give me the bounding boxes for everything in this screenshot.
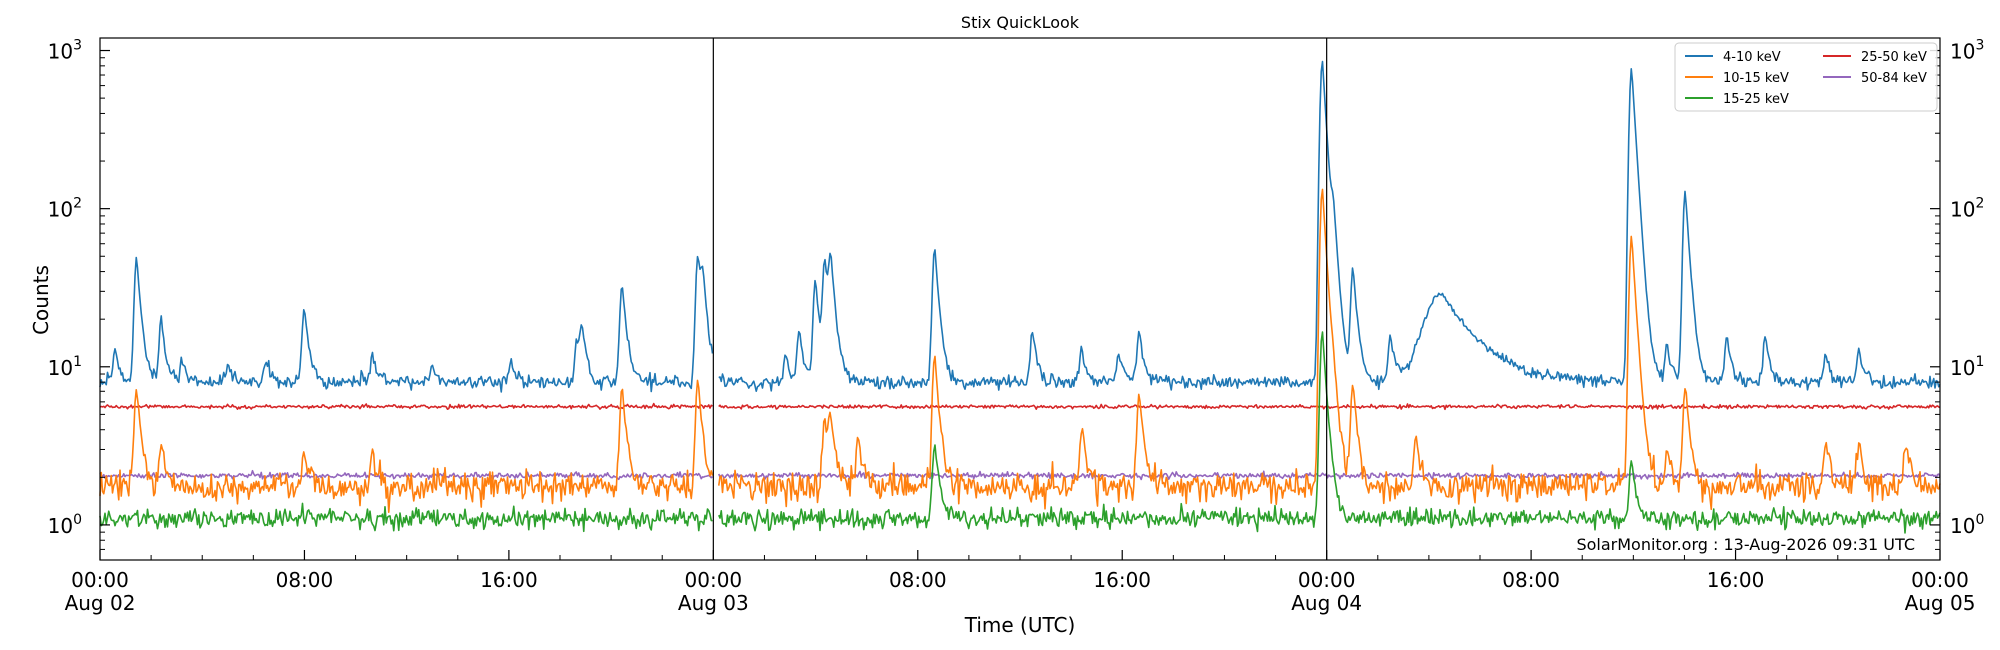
legend-label: 15-25 keV: [1723, 92, 1789, 107]
y-axis-label: Counts: [29, 265, 53, 335]
y-tick-label-left: 103: [48, 38, 82, 64]
series-line-25-50-keV: [99, 402, 1941, 411]
y-tick-label-right: 103: [1950, 38, 1984, 64]
source-annotation: SolarMonitor.org : 13-Aug-2026 09:31 UTC: [1576, 535, 1915, 554]
x-tick-label: 08:00: [276, 568, 334, 592]
legend-label: 50-84 keV: [1861, 71, 1927, 86]
x-tick-label: 08:00: [1502, 568, 1560, 592]
x-tick-date-label: Aug 05: [1905, 591, 1976, 615]
x-tick-date-label: Aug 04: [1291, 591, 1362, 615]
x-tick-date-label: Aug 03: [678, 591, 749, 615]
x-tick-label: 16:00: [1707, 568, 1765, 592]
y-tick-label-left: 101: [48, 354, 82, 380]
x-tick-label: 00:00: [685, 568, 743, 592]
x-tick-label: 00:00: [71, 568, 129, 592]
legend-label: 4-10 keV: [1723, 50, 1781, 65]
x-tick-label: 16:00: [480, 568, 538, 592]
series-line-4-10-keV: [99, 60, 1941, 393]
x-tick-date-label: Aug 02: [65, 591, 136, 615]
series-line-10-15-keV: [99, 188, 1941, 513]
legend-label: 10-15 keV: [1723, 71, 1789, 86]
plot-area: [99, 38, 1941, 560]
x-tick-label: 00:00: [1911, 568, 1969, 592]
chart-title: Stix QuickLook: [961, 13, 1080, 32]
x-tick-label: 08:00: [889, 568, 947, 592]
y-tick-label-left: 102: [48, 196, 82, 222]
y-tick-label-right: 100: [1950, 512, 1984, 538]
legend-label: 25-50 keV: [1861, 50, 1927, 65]
x-tick-label: 16:00: [1093, 568, 1151, 592]
legend-box: [1674, 42, 1938, 112]
y-tick-label-right: 102: [1950, 196, 1984, 222]
x-tick-label: 00:00: [1298, 568, 1356, 592]
series-line-15-25-keV: [99, 331, 1941, 534]
y-tick-label-left: 100: [48, 512, 82, 538]
y-tick-label-right: 101: [1950, 354, 1984, 380]
legend: 4-10 keV 10-15 keV 15-25 keV 25-50 keV 50-84…: [1674, 42, 1938, 112]
x-axis-label: Time (UTC): [964, 613, 1076, 637]
